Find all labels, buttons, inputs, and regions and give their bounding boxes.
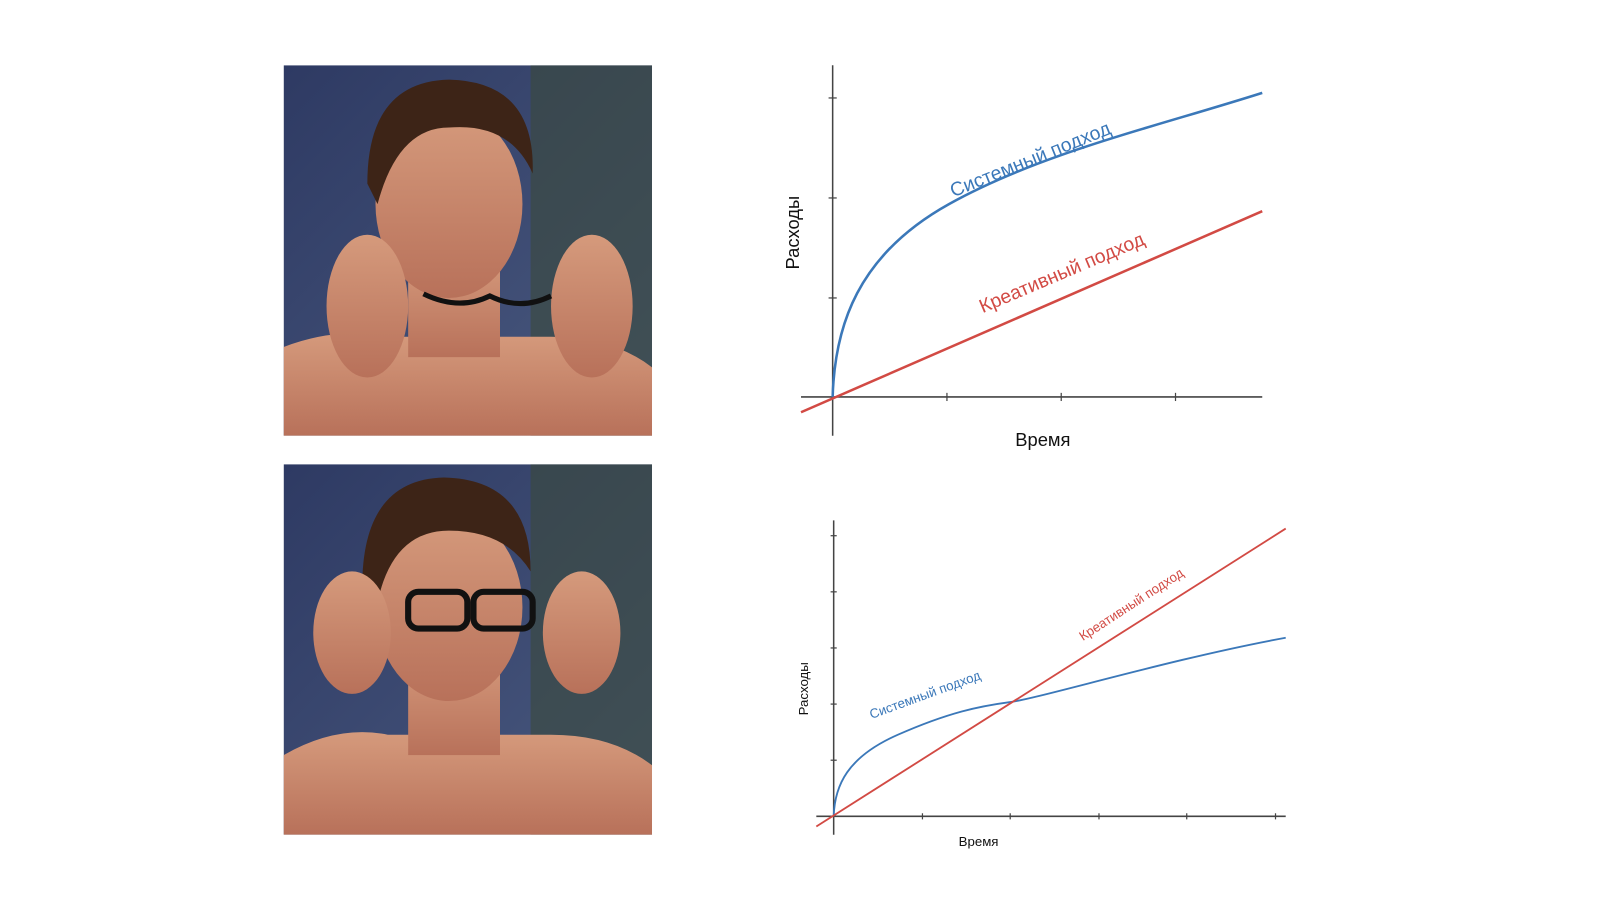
- series-label: Системный подход: [947, 117, 1114, 202]
- ticks: [828, 97, 1177, 402]
- photo-top: [283, 65, 653, 436]
- series-label: Системный подход: [867, 668, 983, 722]
- ticks: [830, 535, 1277, 820]
- x-label: Время: [959, 834, 999, 849]
- x-label: Время: [1015, 429, 1070, 450]
- chart-top: Системный подход Креативный подход Расхо…: [782, 65, 1263, 450]
- line-creative: [815, 527, 1287, 828]
- chart-bottom: Системный подход Креативный подход Расхо…: [796, 520, 1287, 849]
- photo-bottom: [283, 464, 653, 835]
- curve-systemic: [831, 91, 1263, 397]
- series-label: Креативный подход: [1076, 565, 1186, 644]
- line-creative: [800, 210, 1263, 414]
- curve-systemic: [832, 636, 1286, 817]
- y-label: Расходы: [796, 662, 811, 715]
- y-label: Расходы: [782, 196, 803, 270]
